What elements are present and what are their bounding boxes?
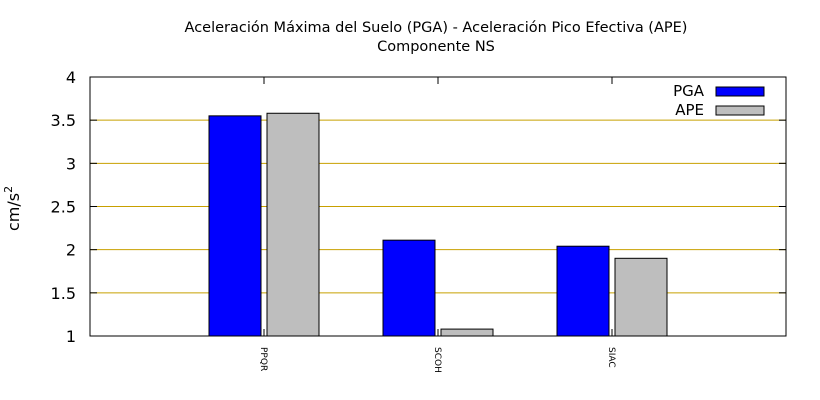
y-tick-label: 3 [66, 154, 76, 173]
legend-swatch-pga [715, 86, 765, 97]
chart-subtitle: Componente NS [377, 39, 495, 55]
plot-frame [89, 76, 787, 337]
bar-pga-siac [556, 245, 610, 337]
bar-ape-ppqr [266, 112, 320, 337]
y-axis-label-unit: cm/s [4, 193, 23, 231]
bar-pga-scoh [382, 239, 436, 337]
legend-swatch-ape [715, 105, 765, 116]
y-tick-label: 4 [66, 68, 76, 87]
x-axis-ticks: PPQR SCOH SIAC [258, 77, 616, 373]
y-tick-label: 2 [66, 241, 76, 260]
bars [208, 112, 668, 337]
y-axis-ticks: 1 1.5 2 2.5 3 3.5 4 [51, 68, 786, 346]
x-tick-label: PPQR [258, 347, 268, 371]
legend-label-ape: APE [675, 101, 704, 119]
legend: PGA APE [673, 82, 765, 119]
bar-ape-siac [614, 257, 668, 337]
y-axis-label: cm/s2 [2, 186, 23, 231]
y-tick-label: 1 [66, 327, 76, 346]
y-tick-label: 3.5 [51, 111, 76, 130]
x-tick-label: SCOH [432, 347, 442, 373]
x-tick-label: SIAC [606, 347, 616, 368]
y-tick-label: 1.5 [51, 284, 76, 303]
y-axis-label-exponent: 2 [2, 186, 15, 193]
grid-lines [90, 119, 786, 294]
legend-label-pga: PGA [673, 82, 705, 100]
y-tick-label: 2.5 [51, 198, 76, 217]
bar-ape-scoh [440, 328, 494, 337]
chart-title: Aceleración Máxima del Suelo (PGA) - Ace… [185, 20, 688, 36]
bar-pga-ppqr [208, 115, 262, 337]
